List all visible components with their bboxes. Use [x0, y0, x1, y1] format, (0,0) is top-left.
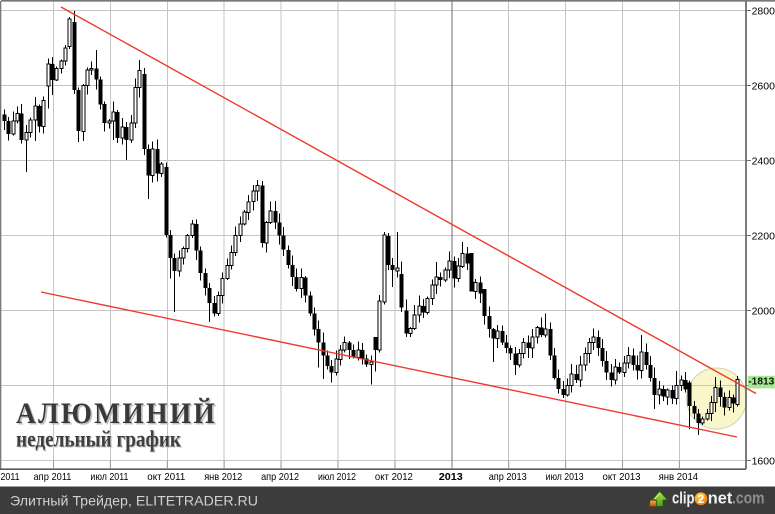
- svg-text:2011: 2011: [1, 471, 20, 483]
- svg-text:2000: 2000: [752, 305, 775, 317]
- svg-text:недельный график: недельный график: [17, 428, 183, 453]
- svg-text:-1813: -1813: [748, 375, 774, 387]
- svg-text:окт 2013: окт 2013: [603, 471, 641, 483]
- svg-text:янв 2012: янв 2012: [204, 471, 242, 483]
- svg-text:АЛЮМИНИЙ: АЛЮМИНИЙ: [18, 398, 219, 432]
- svg-text:2800: 2800: [752, 5, 775, 17]
- svg-text:2: 2: [698, 494, 704, 506]
- svg-text:апр 2013: апр 2013: [489, 471, 527, 483]
- svg-text:2200: 2200: [752, 230, 775, 242]
- svg-text:янв 2014: янв 2014: [659, 471, 699, 483]
- svg-text:недельный график: недельный график: [16, 427, 182, 452]
- svg-text:Элитный Трейдер, ELITETRADER.R: Элитный Трейдер, ELITETRADER.RU: [10, 493, 258, 509]
- svg-text:апр 2012: апр 2012: [261, 471, 299, 483]
- svg-text:1600: 1600: [752, 455, 775, 467]
- svg-text:июл 2013: июл 2013: [546, 471, 584, 483]
- svg-text:апр 2011: апр 2011: [34, 471, 72, 483]
- svg-text:2013: 2013: [439, 471, 463, 483]
- svg-text:clip: clip: [672, 489, 695, 508]
- svg-text:июл 2012: июл 2012: [318, 471, 356, 483]
- svg-text:окт 2011: окт 2011: [147, 471, 185, 483]
- svg-text:net: net: [708, 489, 733, 508]
- svg-text:2400: 2400: [752, 155, 775, 167]
- svg-text:июл 2011: июл 2011: [90, 471, 128, 483]
- svg-text:2600: 2600: [752, 80, 775, 92]
- svg-text:АЛЮМИНИЙ: АЛЮМИНИЙ: [16, 396, 217, 430]
- svg-text:.com: .com: [732, 489, 765, 508]
- svg-text:окт 2012: окт 2012: [375, 471, 413, 483]
